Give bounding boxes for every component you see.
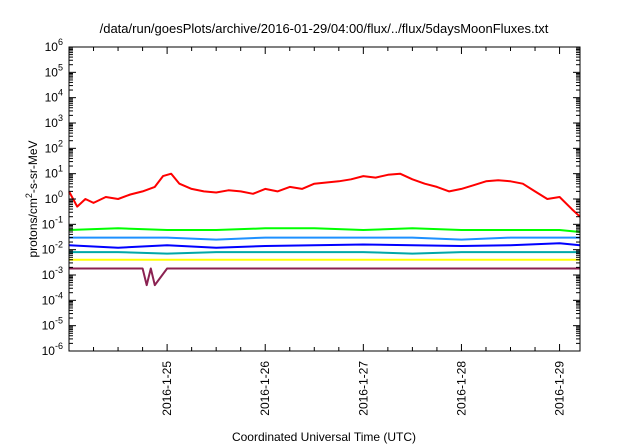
y-tick-base: 10 xyxy=(42,319,56,333)
y-tick-label: 10-5 xyxy=(42,316,63,333)
x-tick-label: 2016-1-25 xyxy=(160,361,174,416)
y-tick-label: 105 xyxy=(45,62,63,79)
y-tick-exponent: -6 xyxy=(55,341,63,351)
y-axis-label-rest: -s-sr-MeV xyxy=(26,140,40,193)
x-axis-ticks: 2016-1-25 2016-1-26 2016-1-27 2016-1-28 2016… xyxy=(68,47,567,416)
y-tick-label: 103 xyxy=(45,113,63,130)
y-tick-base: 10 xyxy=(45,192,59,206)
x-tick-label: 2016-1-29 xyxy=(553,361,567,416)
plot-area xyxy=(68,46,581,352)
y-tick-base: 10 xyxy=(42,243,56,257)
y-axis-ticks: 10-610-510-410-310-210-11001011021031041… xyxy=(42,37,580,358)
series-line-1 xyxy=(68,172,581,218)
series-line-2 xyxy=(68,227,581,233)
plot-frame xyxy=(68,46,581,352)
y-tick-base: 10 xyxy=(45,116,59,130)
series-layer xyxy=(68,172,581,287)
y-tick-exponent: -2 xyxy=(55,240,63,250)
y-tick-base: 10 xyxy=(45,65,59,79)
y-tick-base: 10 xyxy=(42,293,56,307)
y-tick-exponent: -1 xyxy=(55,214,63,224)
y-tick-exponent: 2 xyxy=(58,138,63,148)
y-tick-exponent: 4 xyxy=(58,88,63,98)
y-tick-exponent: 6 xyxy=(58,37,63,47)
y-axis-label-main: protons/cm xyxy=(26,198,40,257)
y-tick-base: 10 xyxy=(45,167,59,181)
y-axis-label: protons/cm2-s-sr-MeV xyxy=(24,140,40,257)
y-tick-label: 10-2 xyxy=(42,240,63,257)
x-tick-label: 2016-1-27 xyxy=(356,361,370,416)
y-tick-base: 10 xyxy=(42,268,56,282)
y-tick-exponent: -3 xyxy=(55,265,63,275)
y-tick-label: 104 xyxy=(45,88,63,105)
x-tick-label: 2016-1-26 xyxy=(258,361,272,416)
x-axis-label: Coordinated Universal Time (UTC) xyxy=(232,430,416,444)
series-line-3 xyxy=(69,236,580,241)
y-tick-base: 10 xyxy=(42,344,56,358)
y-tick-exponent: 0 xyxy=(58,189,63,199)
chart-title: /data/run/goesPlots/archive/2016-01-29/0… xyxy=(100,21,549,36)
series-line-4 xyxy=(68,242,581,249)
y-tick-base: 10 xyxy=(45,141,59,155)
y-tick-exponent: -5 xyxy=(55,316,63,326)
y-tick-base: 10 xyxy=(42,217,56,231)
y-tick-base: 10 xyxy=(45,40,59,54)
series-line-7 xyxy=(69,267,580,287)
y-tick-label: 102 xyxy=(45,138,63,155)
y-tick-base: 10 xyxy=(45,91,59,105)
y-axis-label-sup: 2 xyxy=(24,193,34,198)
y-tick-exponent: 1 xyxy=(58,164,63,174)
y-tick-exponent: 3 xyxy=(58,113,63,123)
y-tick-exponent: -4 xyxy=(55,290,63,300)
y-tick-label: 10-3 xyxy=(42,265,63,282)
y-tick-exponent: 5 xyxy=(58,62,63,72)
y-tick-label: 100 xyxy=(45,189,63,206)
series-line-5 xyxy=(69,251,580,255)
x-tick-label: 2016-1-28 xyxy=(454,361,468,416)
y-tick-label: 101 xyxy=(45,164,63,181)
y-tick-label: 10-1 xyxy=(42,214,63,231)
y-tick-label: 10-6 xyxy=(42,341,63,358)
y-tick-label: 106 xyxy=(45,37,63,54)
y-tick-label: 10-4 xyxy=(42,290,63,307)
